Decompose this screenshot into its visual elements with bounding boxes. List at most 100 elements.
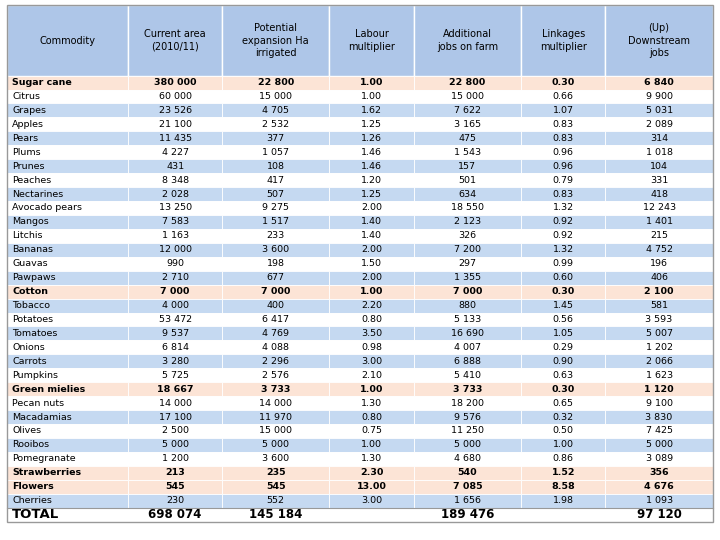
Bar	[128, 159, 222, 173]
Text: 1.46: 1.46	[361, 148, 382, 157]
Text: 0.83: 0.83	[553, 190, 574, 199]
Text: Apples: Apples	[12, 120, 44, 129]
Text: 1 093: 1 093	[646, 496, 672, 505]
Bar	[521, 466, 606, 480]
Text: 1.07: 1.07	[553, 106, 574, 115]
Text: Pawpaws: Pawpaws	[12, 273, 56, 282]
Bar	[606, 424, 713, 438]
Bar	[222, 313, 329, 327]
Text: Rooibos: Rooibos	[12, 441, 50, 449]
Text: 11 435: 11 435	[158, 134, 192, 143]
Text: 2 089: 2 089	[646, 120, 672, 129]
Text: Pomegranate: Pomegranate	[12, 454, 76, 463]
Text: 22 800: 22 800	[258, 78, 294, 87]
Text: 0.90: 0.90	[553, 357, 574, 366]
Text: Potatoes: Potatoes	[12, 315, 53, 324]
Text: 2 028: 2 028	[162, 190, 189, 199]
Bar	[329, 201, 414, 215]
Bar	[222, 340, 329, 354]
Text: 4 769: 4 769	[262, 329, 289, 338]
Text: 1.25: 1.25	[361, 190, 382, 199]
Bar	[128, 466, 222, 480]
Text: 3 600: 3 600	[262, 454, 289, 463]
Text: 18 200: 18 200	[451, 399, 484, 408]
Text: 880: 880	[459, 301, 477, 310]
Bar	[329, 173, 414, 187]
Text: 1 057: 1 057	[262, 148, 289, 157]
Text: 2 532: 2 532	[262, 120, 289, 129]
Bar	[521, 187, 606, 201]
Text: 8.58: 8.58	[552, 482, 575, 491]
Text: 7 425: 7 425	[646, 427, 672, 435]
Text: 5 725: 5 725	[162, 371, 189, 380]
Bar	[222, 117, 329, 131]
Bar	[606, 117, 713, 131]
Text: Commodity: Commodity	[40, 36, 96, 45]
Text: 145 184: 145 184	[249, 508, 302, 521]
Bar	[222, 243, 329, 256]
Bar	[329, 271, 414, 285]
Text: 9 576: 9 576	[454, 413, 481, 422]
Text: 4 000: 4 000	[162, 301, 189, 310]
Bar	[128, 173, 222, 187]
Bar	[128, 410, 222, 424]
Text: 53 472: 53 472	[158, 315, 192, 324]
Text: 3.00: 3.00	[361, 357, 382, 366]
Text: 2 296: 2 296	[262, 357, 289, 366]
Text: 1.40: 1.40	[361, 218, 382, 226]
Text: 0.75: 0.75	[361, 427, 382, 435]
Text: 15 000: 15 000	[259, 92, 292, 101]
Text: 9 900: 9 900	[646, 92, 672, 101]
Bar	[414, 508, 521, 522]
Text: 11 250: 11 250	[451, 427, 484, 435]
Bar	[222, 131, 329, 145]
Text: 3.00: 3.00	[361, 496, 382, 505]
Text: 2 576: 2 576	[262, 371, 289, 380]
Bar	[7, 104, 128, 117]
Text: 14 000: 14 000	[259, 399, 292, 408]
Text: 21 100: 21 100	[158, 120, 192, 129]
Text: 0.99: 0.99	[553, 259, 574, 268]
Bar	[329, 480, 414, 494]
Bar	[521, 145, 606, 159]
Bar	[521, 508, 606, 522]
Bar	[128, 243, 222, 256]
Text: 4 088: 4 088	[262, 343, 289, 352]
Text: 1.52: 1.52	[552, 468, 575, 477]
Text: 3 280: 3 280	[161, 357, 189, 366]
Text: 1.50: 1.50	[361, 259, 382, 268]
Text: 8 348: 8 348	[161, 176, 189, 185]
Text: 2.00: 2.00	[361, 204, 382, 212]
Bar	[128, 256, 222, 271]
Bar	[414, 131, 521, 145]
Bar	[222, 480, 329, 494]
Bar	[414, 340, 521, 354]
Text: 406: 406	[650, 273, 668, 282]
Bar	[7, 215, 128, 229]
Text: 4 705: 4 705	[262, 106, 289, 115]
Bar	[329, 368, 414, 382]
Text: 7 200: 7 200	[454, 245, 481, 254]
Text: 0.98: 0.98	[361, 343, 382, 352]
Bar	[329, 145, 414, 159]
Bar	[222, 256, 329, 271]
Bar	[521, 229, 606, 243]
Bar	[414, 327, 521, 340]
Text: 507: 507	[266, 190, 284, 199]
Bar	[329, 90, 414, 104]
Text: 552: 552	[266, 496, 284, 505]
Bar	[414, 438, 521, 452]
Bar	[222, 201, 329, 215]
Bar	[606, 90, 713, 104]
Bar	[521, 243, 606, 256]
Text: Mangos: Mangos	[12, 218, 49, 226]
Bar	[521, 173, 606, 187]
Bar	[521, 201, 606, 215]
Bar	[222, 396, 329, 410]
Bar	[7, 354, 128, 368]
Bar	[222, 159, 329, 173]
Bar	[222, 104, 329, 117]
Bar	[7, 480, 128, 494]
Text: 1.32: 1.32	[553, 245, 574, 254]
Bar	[329, 410, 414, 424]
